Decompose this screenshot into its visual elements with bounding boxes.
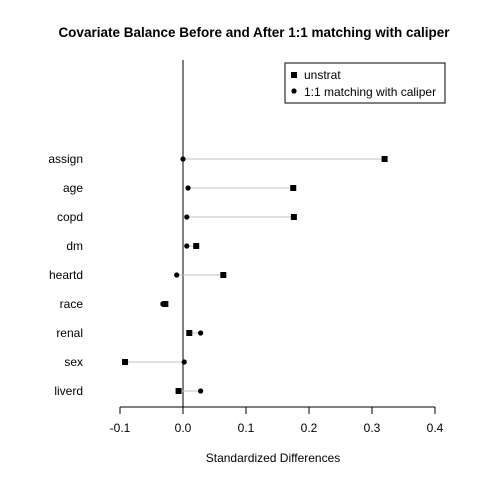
covariate-row-dm: dm: [66, 239, 200, 253]
x-tick-label: 0.4: [427, 421, 444, 435]
unstrat-point: [122, 359, 129, 365]
category-label: copd: [57, 210, 83, 224]
chart-title: Covariate Balance Before and After 1:1 m…: [58, 25, 450, 40]
covariate-row-race: race: [60, 297, 169, 311]
legend-label-matched: 1:1 matching with caliper: [304, 85, 436, 99]
covariate-rows: assign age copd dm heartd race renal sex liverd: [48, 152, 388, 398]
x-tick-label: 0.2: [301, 421, 318, 435]
matched-point: [181, 359, 187, 365]
category-label: age: [63, 181, 83, 195]
legend-label-unstrat: unstrat: [304, 68, 341, 82]
legend-square-marker: [291, 72, 297, 78]
unstrat-point: [381, 156, 388, 162]
x-tick-label: 0.0: [175, 421, 192, 435]
x-tick-label: 0.1: [238, 421, 255, 435]
covariate-row-heartd: heartd: [49, 268, 227, 282]
category-label: dm: [66, 239, 83, 253]
category-label: liverd: [54, 384, 83, 398]
legend: unstrat 1:1 matching with caliper: [284, 62, 446, 104]
matched-point: [184, 214, 190, 220]
category-label: renal: [56, 326, 83, 340]
x-tick-label: 0.3: [364, 421, 381, 435]
category-label: sex: [64, 355, 83, 369]
legend-box: [284, 62, 446, 104]
covariate-row-sex: sex: [64, 355, 187, 369]
matched-point: [160, 301, 166, 307]
x-axis-label: Standardized Differences: [206, 451, 341, 465]
matched-point: [185, 185, 191, 191]
covariate-row-renal: renal: [56, 326, 204, 340]
category-label: assign: [48, 152, 83, 166]
matched-point: [180, 156, 186, 162]
matched-point: [198, 388, 204, 394]
covariate-row-liverd: liverd: [54, 384, 204, 398]
covariate-row-age: age: [63, 181, 297, 195]
legend-circle-marker: [291, 88, 297, 94]
x-tick-label: -0.1: [110, 421, 131, 435]
unstrat-point: [186, 330, 193, 336]
unstrat-point: [220, 272, 227, 278]
unstrat-point: [290, 185, 297, 191]
unstrat-point: [175, 388, 182, 394]
covariate-row-assign: assign: [48, 152, 388, 166]
x-axis: -0.1 0.0 0.1 0.2 0.3 0.4: [110, 406, 444, 435]
unstrat-point: [290, 214, 297, 220]
covariate-row-copd: copd: [57, 210, 297, 224]
unstrat-point: [193, 243, 200, 249]
matched-point: [174, 272, 180, 278]
category-label: heartd: [49, 268, 83, 282]
matched-point: [184, 243, 190, 249]
matched-point: [198, 330, 204, 336]
category-label: race: [60, 297, 84, 311]
